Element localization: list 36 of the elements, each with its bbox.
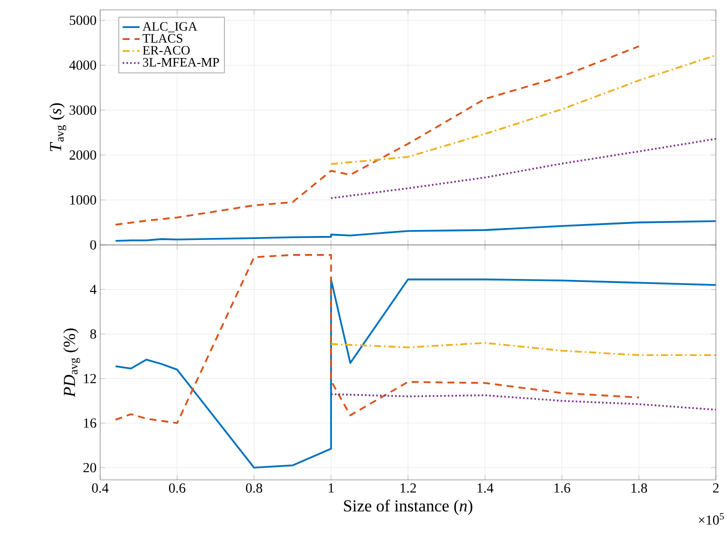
line-series — [114, 278, 716, 468]
x-tick-label: 1.6 — [554, 483, 570, 493]
y-tick-label: 20 — [83, 462, 96, 472]
legend-label: TLACS — [142, 34, 182, 43]
line-series — [330, 342, 716, 356]
x-tick-label: 1.4 — [478, 483, 494, 493]
y-tick-label: 8 — [90, 329, 96, 338]
y-tick-label: 4000 — [69, 60, 96, 70]
line-series — [330, 138, 716, 199]
x-axis-title: Size of instance (n) — [344, 499, 472, 515]
x-tick-label: 0.8 — [246, 483, 262, 493]
x-tick-label: 0.6 — [169, 483, 186, 493]
y-tick-label: 5000 — [70, 15, 96, 25]
line-series — [330, 54, 716, 165]
y-tick-label: 12 — [84, 374, 96, 383]
x-tick-label: 2 — [713, 483, 719, 492]
x-tick-label: 1 — [328, 483, 334, 492]
x-tick-label: 1.8 — [631, 483, 648, 493]
y-axis-title: PD$_{avg}$ (%) — [63, 328, 80, 397]
legend-label: ER-ACO — [142, 46, 190, 54]
line-series — [114, 45, 640, 226]
x-tick-label: 1.2 — [400, 483, 416, 493]
y-tick-label: 0 — [90, 240, 96, 250]
text: ×10$^{5}$ — [698, 512, 724, 525]
legend-label: ALC_IGA — [142, 22, 198, 32]
line-series — [330, 393, 716, 410]
y-tick-label: 2000 — [70, 150, 96, 160]
line-series — [114, 220, 716, 242]
y-tick-label: 1000 — [70, 195, 96, 204]
x-tick-label: 0.4 — [92, 483, 109, 493]
legend-label: 3L-MFEA-MP — [143, 58, 219, 66]
y-tick-label: 4 — [90, 284, 96, 294]
y-tick-label: 16 — [84, 418, 96, 428]
y-tick-label: 3000 — [70, 105, 96, 115]
y-axis-title: T$_{avg}$ (s) — [49, 103, 66, 151]
line-series — [114, 254, 640, 424]
